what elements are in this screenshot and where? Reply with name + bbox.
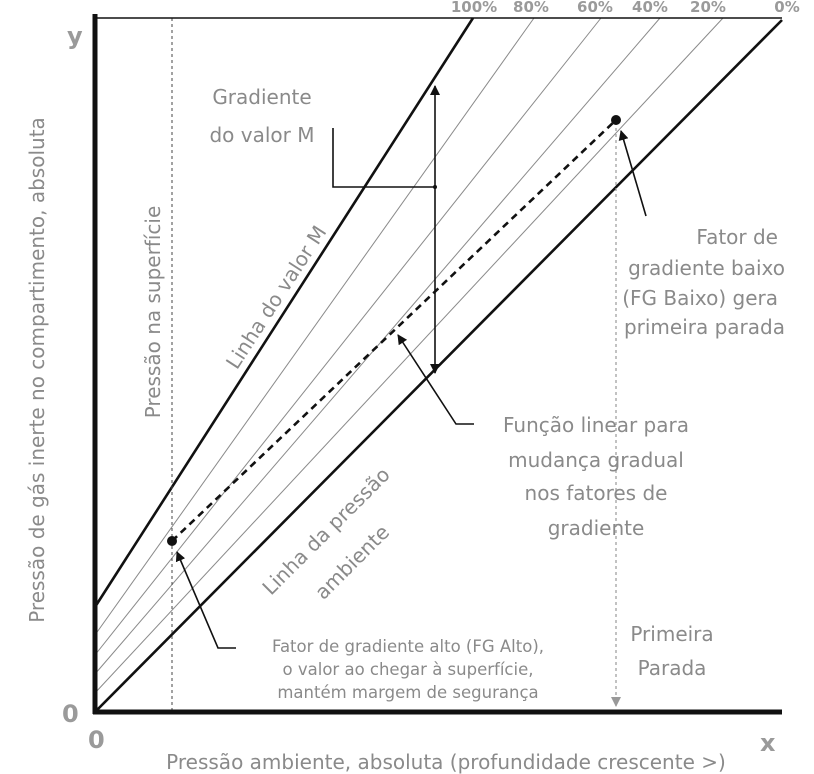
- pct-label-80: 80%: [513, 0, 549, 16]
- gf-low-label-3: (FG Baixo) gera: [622, 286, 778, 310]
- first-stop-label-2: Parada: [638, 656, 707, 680]
- gf-line-20: [94, 17, 724, 694]
- gradient-label-2: do valor M: [209, 123, 314, 147]
- pct-label-100: 100%: [451, 0, 497, 16]
- linear-function-line: [171, 119, 617, 542]
- gf-low-label-2: gradiente baixo: [628, 256, 785, 280]
- x-axis-letter: x: [760, 729, 776, 757]
- linear-label-1: Função linear para: [503, 413, 689, 437]
- surface-pressure-label: Pressão na superfície: [141, 206, 165, 419]
- first-stop-label-1: Primeira: [630, 622, 713, 646]
- linear-leader: [397, 334, 474, 425]
- gf-low-label-4: primeira parada: [624, 315, 785, 339]
- m-value-line-label: Linha do valor M: [221, 221, 331, 373]
- linear-label-2: mudança gradual: [508, 448, 684, 472]
- origin-y-label: 0: [62, 700, 79, 728]
- linear-label-4: gradiente: [548, 516, 645, 540]
- gf-line-60: [94, 17, 602, 656]
- pct-label-60: 60%: [577, 0, 613, 16]
- gf-line-40: [94, 17, 661, 675]
- gf-low-leader: [618, 130, 647, 217]
- pct-label-40: 40%: [632, 0, 668, 16]
- ambient-pressure-line: [94, 19, 783, 713]
- y-axis-letter: y: [67, 22, 83, 50]
- gf-high-label-1: Fator de gradiente alto (FG Alto),: [272, 637, 544, 656]
- gf-high-label-2: o valor ao chegar à superfície,: [283, 660, 534, 679]
- gradient-leader: [332, 128, 435, 188]
- gradient-label-1: Gradiente: [212, 85, 311, 109]
- gf-high-label-3: mantém margem de segurança: [277, 683, 538, 702]
- y-axis-label: Pressão de gás inerte no compartimento, …: [25, 117, 49, 623]
- gf-high-leader: [175, 551, 236, 649]
- x-axis-label: Pressão ambiente, absoluta (profundidade…: [166, 750, 726, 774]
- gf-low-point: [611, 115, 621, 125]
- m-value-line: [93, 17, 475, 608]
- pct-label-0: 0%: [774, 0, 799, 16]
- gf-line-80: [94, 17, 535, 636]
- linear-label-3: nos fatores de: [525, 481, 668, 505]
- gf-high-point: [167, 536, 177, 546]
- pct-label-20: 20%: [690, 0, 726, 16]
- origin-x-label: 0: [88, 726, 105, 754]
- gf-low-label-1: Fator de: [696, 225, 778, 249]
